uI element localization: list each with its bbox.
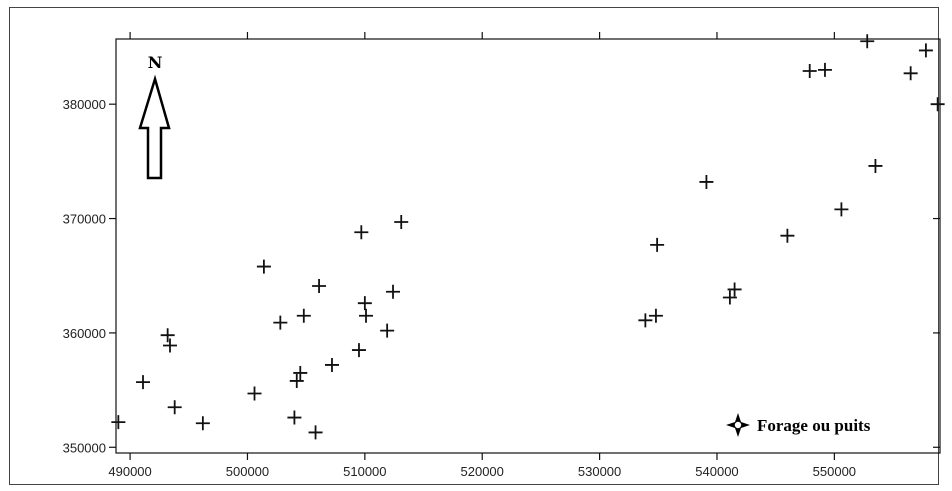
- data-point: [930, 97, 945, 112]
- legend: Forage ou puits: [726, 413, 871, 437]
- data-point: [860, 34, 875, 49]
- data-point: [135, 375, 150, 390]
- data-point: [289, 373, 304, 388]
- data-point: [380, 323, 395, 338]
- data-point: [351, 343, 366, 358]
- data-point: [722, 290, 737, 305]
- y-axis: 350000 360000 370000 380000: [63, 97, 940, 455]
- data-point: [817, 62, 832, 77]
- data-point: [359, 308, 374, 323]
- legend-label: Forage ou puits: [757, 416, 871, 435]
- data-point: [868, 158, 883, 173]
- data-point: [293, 365, 308, 380]
- data-point: [650, 237, 665, 252]
- data-point: [324, 357, 339, 372]
- x-tick-label: 520000: [461, 464, 504, 479]
- data-points: [111, 34, 945, 440]
- data-point: [273, 315, 288, 330]
- x-tick-label: 550000: [813, 464, 856, 479]
- y-tick-label: 370000: [63, 212, 106, 227]
- data-point: [354, 225, 369, 240]
- data-point: [699, 174, 714, 189]
- data-point: [160, 328, 175, 343]
- x-tick-label: 510000: [343, 464, 386, 479]
- data-point: [357, 296, 372, 311]
- data-point: [386, 284, 401, 299]
- y-tick-label: 360000: [63, 326, 106, 341]
- x-tick-label: 490000: [108, 464, 151, 479]
- data-point: [918, 43, 933, 58]
- data-point: [111, 415, 126, 430]
- data-point: [727, 282, 742, 297]
- data-point: [287, 410, 302, 425]
- data-point: [167, 400, 182, 415]
- data-point: [308, 425, 323, 440]
- north-arrow: N: [138, 53, 171, 180]
- data-point: [312, 279, 327, 294]
- north-arrow-icon: [138, 74, 171, 180]
- figure-frame: [9, 7, 939, 485]
- data-point: [162, 338, 177, 353]
- data-point: [802, 64, 817, 79]
- data-point: [394, 214, 409, 229]
- north-label: N: [148, 53, 163, 72]
- data-point: [780, 228, 795, 243]
- y-tick-label: 350000: [63, 440, 106, 455]
- data-point: [903, 66, 918, 81]
- data-point: [195, 416, 210, 431]
- plot-area: [115, 38, 941, 454]
- y-tick-label: 380000: [63, 97, 106, 112]
- data-point: [296, 308, 311, 323]
- x-tick-label: 530000: [578, 464, 621, 479]
- data-point: [834, 202, 849, 217]
- legend-marker-icon: [726, 413, 750, 437]
- x-tick-label: 540000: [695, 464, 738, 479]
- data-point: [648, 308, 663, 323]
- data-point: [256, 259, 271, 274]
- x-axis: 490000 500000 510000 520000 530000 540000 5500…: [108, 32, 856, 479]
- x-tick-label: 500000: [226, 464, 269, 479]
- data-point: [247, 386, 262, 401]
- data-point: [638, 313, 653, 328]
